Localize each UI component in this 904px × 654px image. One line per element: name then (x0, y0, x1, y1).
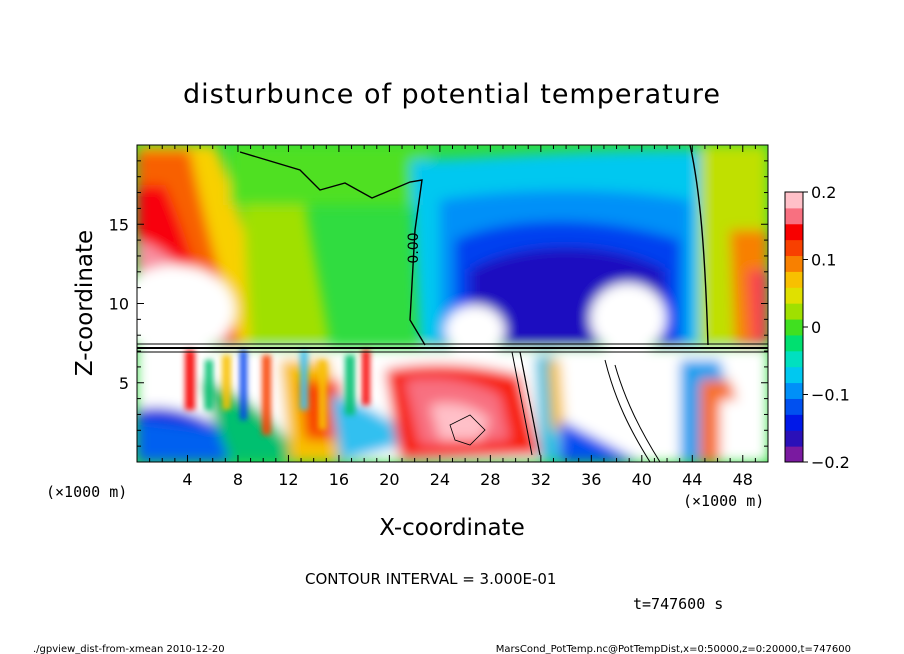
x-tick-label: 32 (531, 470, 551, 489)
contour-label: 0.00 (406, 232, 422, 263)
colorbar-swatch (785, 271, 803, 288)
footer-right-text: MarsCond_PotTemp.nc@PotTempDist,x=0:5000… (496, 644, 851, 654)
y-axis-label: Z-coordinate (72, 230, 98, 376)
colorbar-swatch (785, 207, 803, 225)
x-tick-label: 48 (733, 470, 753, 489)
colorbar-swatch (785, 430, 803, 447)
colorbar-swatch (785, 446, 803, 463)
x-tick-label: 8 (233, 470, 243, 489)
time-text: t=747600 s (633, 595, 723, 613)
colorbar-swatch (785, 398, 803, 415)
y-unit-label: (×1000 m) (46, 483, 127, 501)
colorbar-tick-label: 0 (811, 318, 821, 337)
x-axis-label: X-coordinate (379, 515, 525, 541)
x-tick-label: 40 (632, 470, 652, 489)
y-tick-label: 10 (109, 295, 129, 314)
colorbar-swatch (785, 334, 803, 352)
x-tick-label: 44 (682, 470, 702, 489)
contour-interval-text: CONTOUR INTERVAL = 3.000E-01 (305, 570, 556, 588)
y-tick-label: 5 (119, 374, 129, 393)
colorbar-swatch (785, 350, 803, 368)
colorbar-swatch (785, 255, 803, 272)
x-tick-label: 24 (430, 470, 450, 489)
colorbar-swatch (785, 239, 803, 257)
colorbar-swatch (785, 414, 803, 431)
x-tick-label: 20 (379, 470, 399, 489)
x-tick-label: 16 (329, 470, 349, 489)
colorbar-tick-label: 0.2 (811, 183, 836, 202)
colorbar-swatch (785, 382, 803, 399)
colorbar-swatch (785, 303, 803, 320)
heatmap-field: 0.00 (137, 145, 768, 462)
colorbar-swatch (785, 319, 803, 336)
colorbar-tick-label: −0.2 (811, 453, 850, 472)
footer-left-text: ./gpview_dist-from-xmean 2010-12-20 (33, 644, 225, 654)
x-tick-label: 12 (278, 470, 298, 489)
colorbar-swatch (785, 287, 803, 304)
x-tick-label: 36 (581, 470, 601, 489)
colorbar-tick-label: 0.1 (811, 251, 836, 270)
colorbar-swatch (785, 366, 803, 384)
x-tick-label: 28 (480, 470, 500, 489)
x-tick-label: 4 (182, 470, 192, 489)
colorbar-swatch (785, 192, 803, 209)
chart-title: disturbunce of potential temperature (183, 79, 721, 110)
y-tick-label: 15 (109, 215, 129, 234)
colorbar: 0.2 0.1 0 −0.1 −0.2 (784, 183, 850, 472)
colorbar-swatch (785, 223, 803, 241)
colorbar-tick-label: −0.1 (811, 386, 850, 405)
x-unit-label: (×1000 m) (683, 492, 764, 510)
